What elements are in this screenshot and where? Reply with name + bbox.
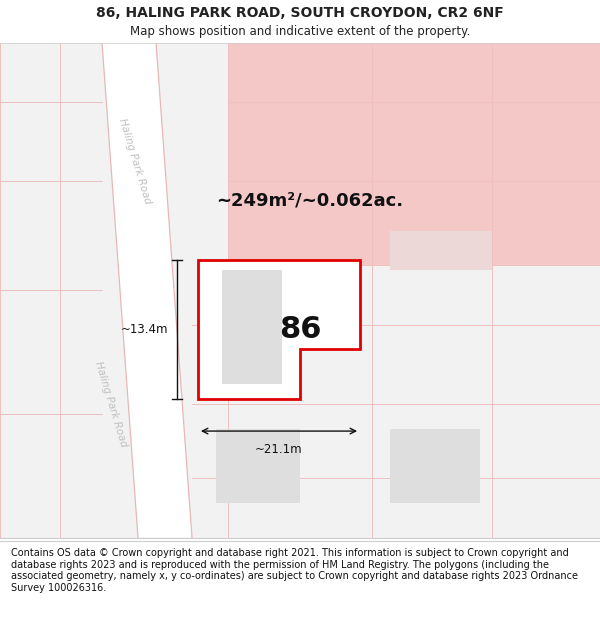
Text: 86: 86 <box>279 315 321 344</box>
Polygon shape <box>390 231 492 270</box>
Text: Haling Park Road: Haling Park Road <box>117 118 153 206</box>
Polygon shape <box>390 429 480 503</box>
Polygon shape <box>198 260 360 399</box>
Text: Contains OS data © Crown copyright and database right 2021. This information is : Contains OS data © Crown copyright and d… <box>11 548 578 592</box>
Text: ~13.4m: ~13.4m <box>121 323 168 336</box>
Text: Haling Park Road: Haling Park Road <box>93 360 129 448</box>
Polygon shape <box>228 42 600 265</box>
Text: ~21.1m: ~21.1m <box>255 443 303 456</box>
Polygon shape <box>216 429 300 503</box>
Polygon shape <box>0 42 600 538</box>
Text: ~249m²/~0.062ac.: ~249m²/~0.062ac. <box>216 192 403 210</box>
Text: 86, HALING PARK ROAD, SOUTH CROYDON, CR2 6NF: 86, HALING PARK ROAD, SOUTH CROYDON, CR2… <box>96 6 504 20</box>
Polygon shape <box>102 42 192 538</box>
Text: Map shows position and indicative extent of the property.: Map shows position and indicative extent… <box>130 26 470 38</box>
Polygon shape <box>222 270 282 384</box>
